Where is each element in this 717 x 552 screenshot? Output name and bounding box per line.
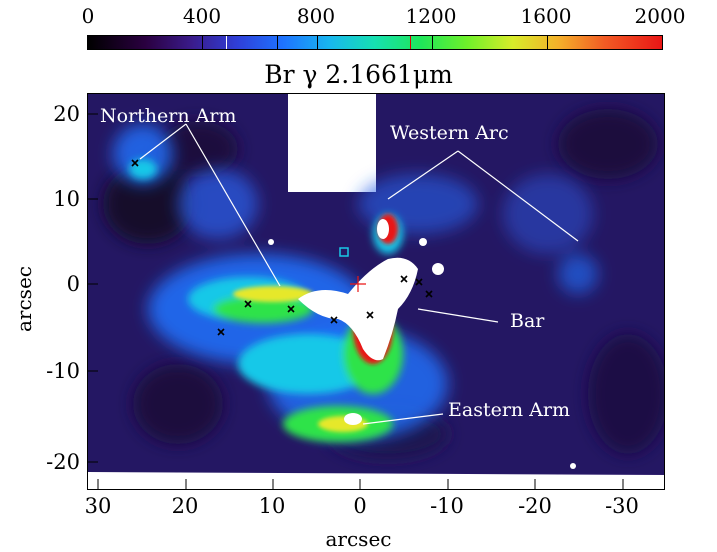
y-tick-label: -20 xyxy=(46,450,80,474)
x-tick-label: 30 xyxy=(84,494,112,518)
bright-knot xyxy=(377,219,389,239)
x-axis-label: arcsec xyxy=(325,527,392,551)
image-title: Br γ 2.1661μm xyxy=(264,60,453,89)
x-tick-label: 10 xyxy=(258,494,286,518)
x-tick-label: -30 xyxy=(605,494,639,518)
point-source xyxy=(432,263,444,275)
point-source xyxy=(268,239,274,245)
x-tick-label: -20 xyxy=(518,494,552,518)
center-cross-marker xyxy=(350,276,366,292)
cyan-square-marker xyxy=(339,247,349,257)
label-bar: Bar xyxy=(510,310,545,332)
colorbar-tick-label: 1200 xyxy=(405,4,457,28)
brgamma-map: Northern Arm Western Arc Bar Eastern Arm xyxy=(87,93,665,490)
star-markers xyxy=(131,159,433,336)
colorbar-tick-label: 800 xyxy=(296,4,336,28)
label-eastern-arm: Eastern Arm xyxy=(448,399,570,421)
colorbar-tick-label: 2000 xyxy=(634,4,686,28)
colorbar-mark xyxy=(410,36,411,49)
bottom-edge xyxy=(88,472,664,489)
colorbar-tick-label: 400 xyxy=(182,4,222,28)
y-tick-label: 0 xyxy=(66,272,80,296)
annotation-lines xyxy=(139,123,579,425)
colorbar-mark xyxy=(432,36,433,49)
masked-region xyxy=(288,94,376,192)
bright-knot xyxy=(344,413,362,425)
y-tick-label: 20 xyxy=(53,102,80,126)
x-tick-label: 0 xyxy=(353,494,367,518)
x-tick-label: -10 xyxy=(430,494,464,518)
colorbar-mark xyxy=(277,36,278,49)
bar-saturated xyxy=(298,257,418,361)
point-source xyxy=(570,463,576,469)
colorbar-tick-label: 1600 xyxy=(520,4,572,28)
colorbar-mark xyxy=(202,36,203,49)
label-northern-arm: Northern Arm xyxy=(100,105,236,127)
colorbar-mark xyxy=(226,36,227,49)
colorbar xyxy=(87,35,663,50)
colorbar-mark xyxy=(317,36,318,49)
point-source xyxy=(419,238,427,246)
x-tick-label: 20 xyxy=(171,494,199,518)
axis-ticks xyxy=(88,113,624,489)
y-tick-label: -10 xyxy=(46,359,80,383)
y-axis-label: arcsec xyxy=(12,266,36,332)
colorbar-mark xyxy=(547,36,548,49)
y-tick-label: 10 xyxy=(53,187,80,211)
colorbar-tick-label: 0 xyxy=(81,4,95,28)
label-western-arc: Western Arc xyxy=(390,122,509,144)
